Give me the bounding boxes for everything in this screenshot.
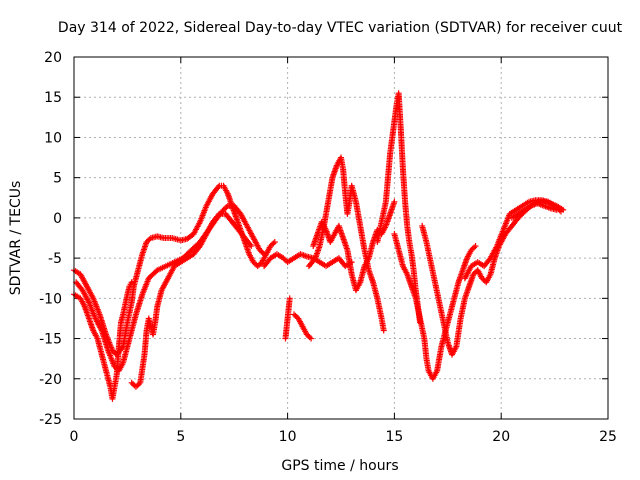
y-tick-label: -10 — [39, 291, 62, 307]
x-axis-label: GPS time / hours — [281, 458, 398, 474]
data-point — [558, 208, 565, 215]
data-point-interp — [215, 184, 222, 191]
plot-frame — [73, 56, 609, 420]
y-tick-label: 5 — [53, 171, 62, 187]
x-tick-label: 5 — [176, 429, 185, 445]
data-point-interp — [215, 212, 222, 219]
data-point — [472, 243, 479, 250]
data-point — [261, 251, 268, 258]
y-tick-label: 10 — [44, 130, 62, 146]
data-point — [308, 335, 315, 342]
x-tick-label: 10 — [279, 429, 297, 445]
y-tick-label: 0 — [53, 211, 62, 227]
y-axis-label: SDTVAR / TECUs — [8, 181, 24, 296]
data-marks — [71, 90, 567, 402]
data-point — [391, 198, 398, 205]
x-tick-label: 0 — [70, 429, 79, 445]
data-point — [128, 279, 135, 286]
x-tick-label: 20 — [492, 429, 510, 445]
y-tick-label: -20 — [39, 372, 62, 388]
data-point — [271, 239, 278, 246]
data-point — [248, 243, 255, 250]
chart-title: Day 314 of 2022, Sidereal Day-to-day VTE… — [58, 20, 623, 36]
y-tick-label: -5 — [48, 251, 62, 267]
x-tick-label: 25 — [599, 429, 617, 445]
y-tick-label: -15 — [39, 332, 62, 348]
data-point — [380, 327, 387, 334]
data-point-interp — [247, 241, 254, 248]
y-tick-label: 20 — [44, 50, 62, 66]
data-point — [553, 206, 560, 213]
axis-ticks: 0 5 10 15 20 25 -25 -20 -15 -10 -5 0 5 10 15 20 — [39, 50, 617, 445]
data-point — [286, 295, 293, 302]
x-tick-label: 15 — [385, 429, 403, 445]
y-tick-label: 15 — [44, 90, 62, 106]
y-tick-label: -25 — [39, 412, 62, 428]
